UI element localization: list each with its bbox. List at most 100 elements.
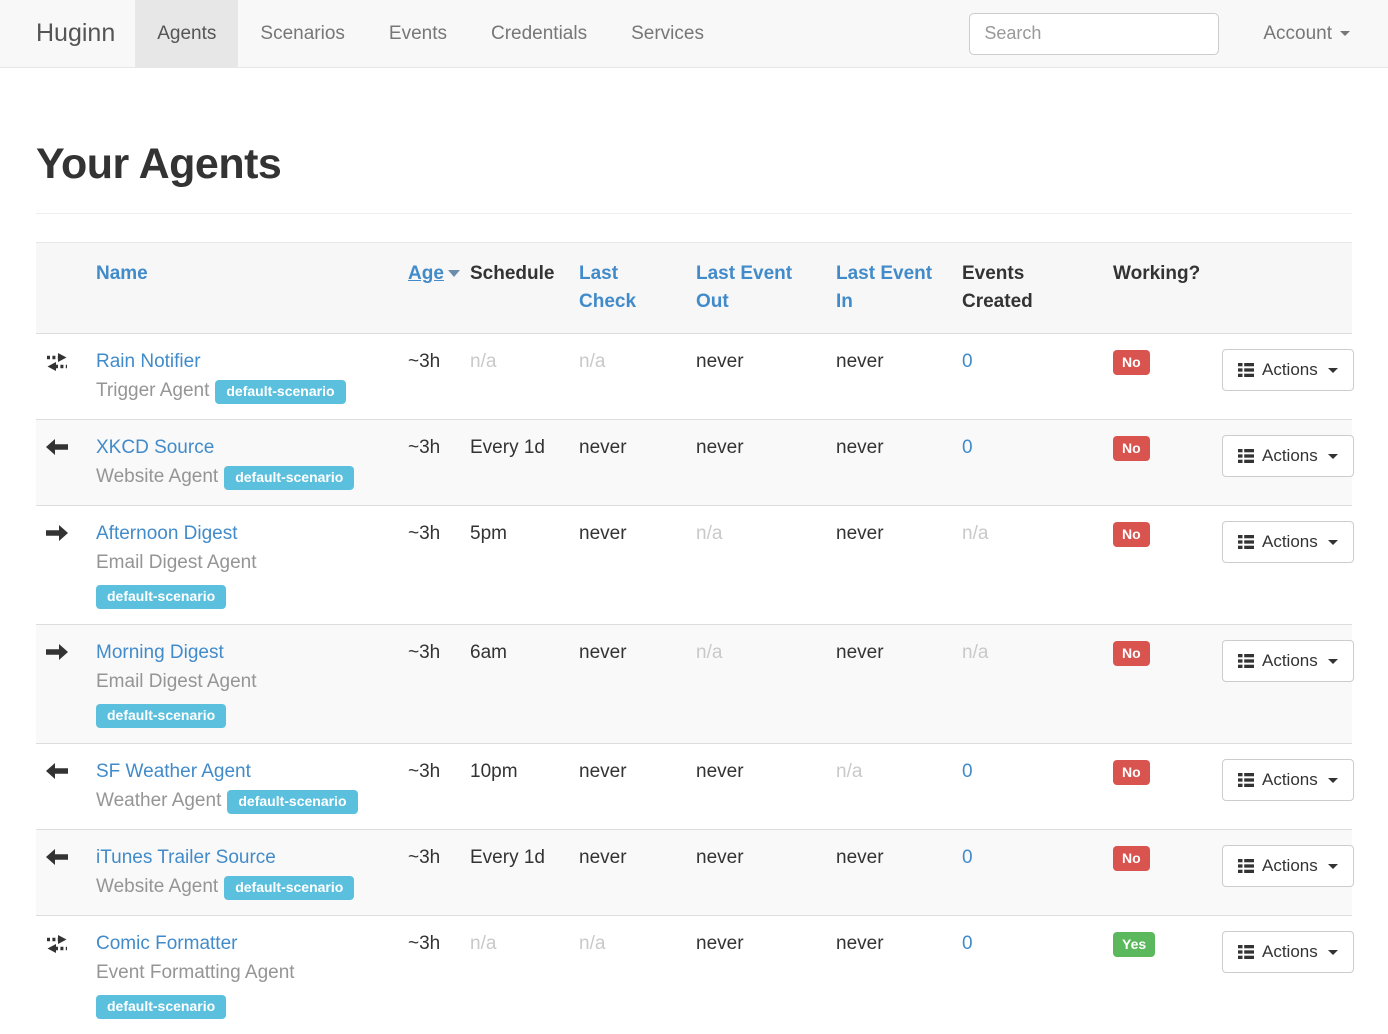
scenario-badge[interactable]: default-scenario (215, 380, 345, 404)
agent-type-label: Email Digest Agent (96, 552, 257, 573)
list-icon (1238, 535, 1254, 549)
table-row: Rain Notifier Trigger Agent default-scena… (36, 334, 1352, 420)
scenario-badge[interactable]: default-scenario (96, 995, 226, 1019)
agent-type-label: Trigger Agent (96, 380, 209, 401)
chevron-down-icon (1328, 454, 1338, 459)
actions-button[interactable]: Actions (1222, 349, 1354, 391)
last-event-out-value: n/a (688, 506, 828, 625)
actions-button[interactable]: Actions (1222, 435, 1354, 477)
header-sort-age[interactable]: Age (408, 263, 444, 284)
agent-name-link[interactable]: Morning Digest (96, 642, 224, 663)
scenario-badge[interactable]: default-scenario (227, 790, 357, 814)
actions-button-label: Actions (1262, 651, 1318, 671)
age-value: ~3h (400, 744, 462, 830)
list-icon (1238, 945, 1254, 959)
list-icon (1238, 859, 1254, 873)
account-label: Account (1263, 23, 1332, 45)
header-sort-last-event-in[interactable]: Last Event In (836, 263, 932, 312)
scenario-badge[interactable]: default-scenario (96, 585, 226, 609)
agent-name-link[interactable]: Afternoon Digest (96, 523, 238, 544)
header-sort-name[interactable]: Name (96, 263, 148, 284)
header-working: Working? (1105, 243, 1214, 334)
nav-item-scenarios[interactable]: Scenarios (238, 0, 367, 67)
events-created-link[interactable]: 0 (954, 334, 1105, 420)
age-value: ~3h (400, 506, 462, 625)
scenario-badge[interactable]: default-scenario (96, 704, 226, 728)
events-created-link: n/a (954, 506, 1105, 625)
nav-item-events[interactable]: Events (367, 0, 469, 67)
main-nav: Agents Scenarios Events Credentials Serv… (135, 0, 726, 67)
brand-logo[interactable]: Huginn (0, 0, 135, 67)
agent-type-label: Email Digest Agent (96, 671, 257, 692)
working-status-badge: No (1113, 846, 1150, 871)
schedule-value: 5pm (462, 506, 571, 625)
arrow-left-icon (46, 763, 80, 779)
schedule-value: n/a (462, 334, 571, 420)
last-event-in-value: never (828, 506, 954, 625)
actions-button[interactable]: Actions (1222, 931, 1354, 973)
arrow-right-icon (46, 525, 80, 541)
schedule-value: 10pm (462, 744, 571, 830)
bidirectional-arrows-icon (46, 353, 80, 371)
agent-name-link[interactable]: XKCD Source (96, 437, 214, 458)
actions-button[interactable]: Actions (1222, 521, 1354, 563)
search-input[interactable] (969, 13, 1219, 55)
actions-button[interactable]: Actions (1222, 759, 1354, 801)
working-status-badge: No (1113, 760, 1150, 785)
agent-name-link[interactable]: Rain Notifier (96, 351, 201, 372)
actions-button[interactable]: Actions (1222, 640, 1354, 682)
working-status-badge: No (1113, 641, 1150, 666)
last-check-value: never (571, 625, 688, 744)
bidirectional-arrows-icon (46, 935, 80, 953)
agent-name-link[interactable]: iTunes Trailer Source (96, 847, 276, 868)
chevron-down-icon (1328, 950, 1338, 955)
list-icon (1238, 773, 1254, 787)
last-event-in-value: never (828, 420, 954, 506)
working-status-badge: No (1113, 436, 1150, 461)
last-event-out-value: never (688, 916, 828, 1034)
last-check-value: never (571, 744, 688, 830)
list-icon (1238, 654, 1254, 668)
agents-table-body: Rain Notifier Trigger Agent default-scena… (36, 334, 1352, 1034)
header-sort-last-check[interactable]: Last Check (579, 263, 636, 312)
actions-button-label: Actions (1262, 446, 1318, 466)
scenario-badge[interactable]: default-scenario (224, 876, 354, 900)
chevron-down-icon (1328, 778, 1338, 783)
schedule-value: Every 1d (462, 830, 571, 916)
nav-item-services[interactable]: Services (609, 0, 726, 67)
last-event-out-value: never (688, 334, 828, 420)
schedule-value: n/a (462, 916, 571, 1034)
table-header: Name Age Schedule Last Check Last Event … (36, 243, 1352, 334)
last-event-in-value: never (828, 334, 954, 420)
age-value: ~3h (400, 830, 462, 916)
arrow-left-icon (46, 849, 80, 865)
header-icon-spacer (36, 243, 88, 334)
agent-name-link[interactable]: Comic Formatter (96, 933, 237, 954)
actions-button-label: Actions (1262, 532, 1318, 552)
agent-name-link[interactable]: SF Weather Agent (96, 761, 251, 782)
events-created-link[interactable]: 0 (954, 420, 1105, 506)
last-check-value: never (571, 830, 688, 916)
actions-button-label: Actions (1262, 360, 1318, 380)
list-icon (1238, 449, 1254, 463)
agents-table: Name Age Schedule Last Check Last Event … (36, 242, 1352, 1034)
nav-item-credentials[interactable]: Credentials (469, 0, 609, 67)
nav-item-agents[interactable]: Agents (135, 0, 238, 67)
events-created-link[interactable]: 0 (954, 830, 1105, 916)
last-event-out-value: never (688, 420, 828, 506)
last-check-value: never (571, 506, 688, 625)
header-sort-last-event-out[interactable]: Last Event Out (696, 263, 792, 312)
header-actions-spacer (1214, 243, 1352, 334)
navbar-right: Account (969, 0, 1388, 67)
events-created-link[interactable]: 0 (954, 744, 1105, 830)
last-check-value: never (571, 420, 688, 506)
events-created-link[interactable]: 0 (954, 916, 1105, 1034)
last-check-value: n/a (571, 916, 688, 1034)
actions-button-label: Actions (1262, 856, 1318, 876)
actions-button[interactable]: Actions (1222, 845, 1354, 887)
account-dropdown[interactable]: Account (1263, 23, 1350, 45)
scenario-badge[interactable]: default-scenario (224, 466, 354, 490)
